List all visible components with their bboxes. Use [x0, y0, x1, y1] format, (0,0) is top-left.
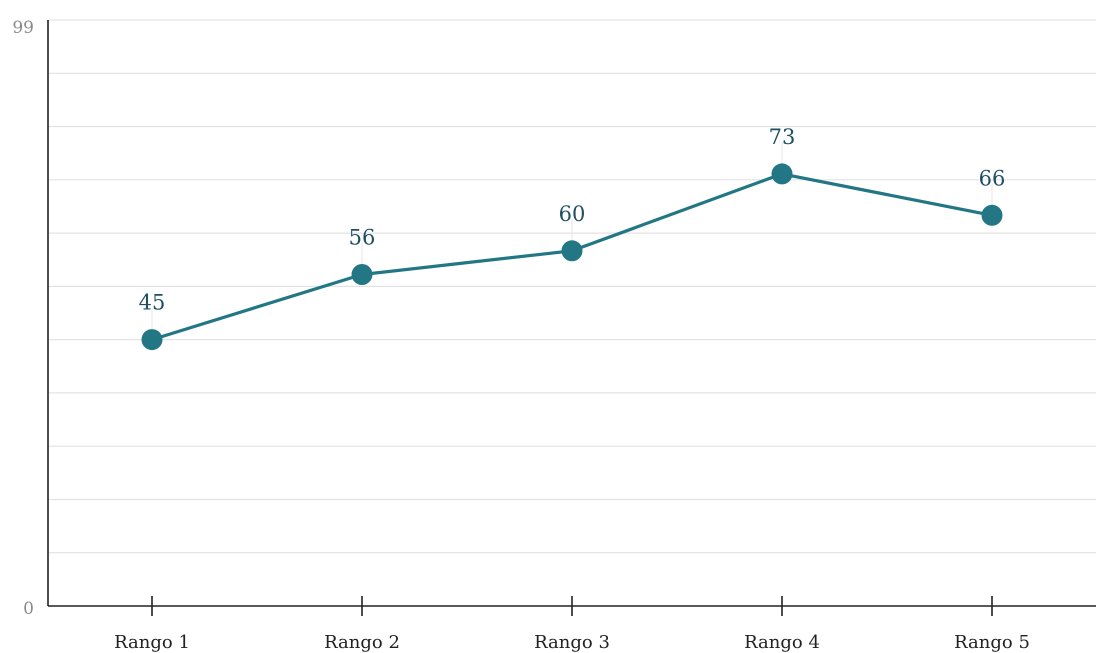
data-label: 66 [979, 166, 1006, 190]
data-point [771, 163, 793, 185]
data-label: 45 [139, 291, 166, 315]
x-tick-label: Rango 4 [744, 632, 820, 653]
data-label: 56 [349, 226, 376, 250]
label-leaders [151, 141, 993, 330]
gridlines [48, 19, 1096, 554]
data-points [141, 163, 1003, 351]
y-tick-label-min: 0 [23, 599, 34, 619]
data-point [351, 264, 373, 285]
data-point [141, 329, 163, 351]
x-ticks: Rango 1 Rango 2 Rango 3 Rango 4 Rango 5 [114, 596, 1030, 653]
data-label: 73 [769, 125, 796, 149]
y-tick-label-max: 99 [12, 18, 34, 38]
data-point [981, 204, 1003, 226]
data-label: 60 [559, 202, 586, 226]
x-tick-label: Rango 2 [324, 632, 400, 653]
data-labels: 45 56 60 73 66 [139, 125, 1006, 315]
x-tick-label: Rango 3 [534, 632, 610, 653]
x-tick-label: Rango 1 [114, 632, 190, 653]
data-point [561, 240, 583, 262]
x-tick-label: Rango 5 [954, 632, 1030, 653]
